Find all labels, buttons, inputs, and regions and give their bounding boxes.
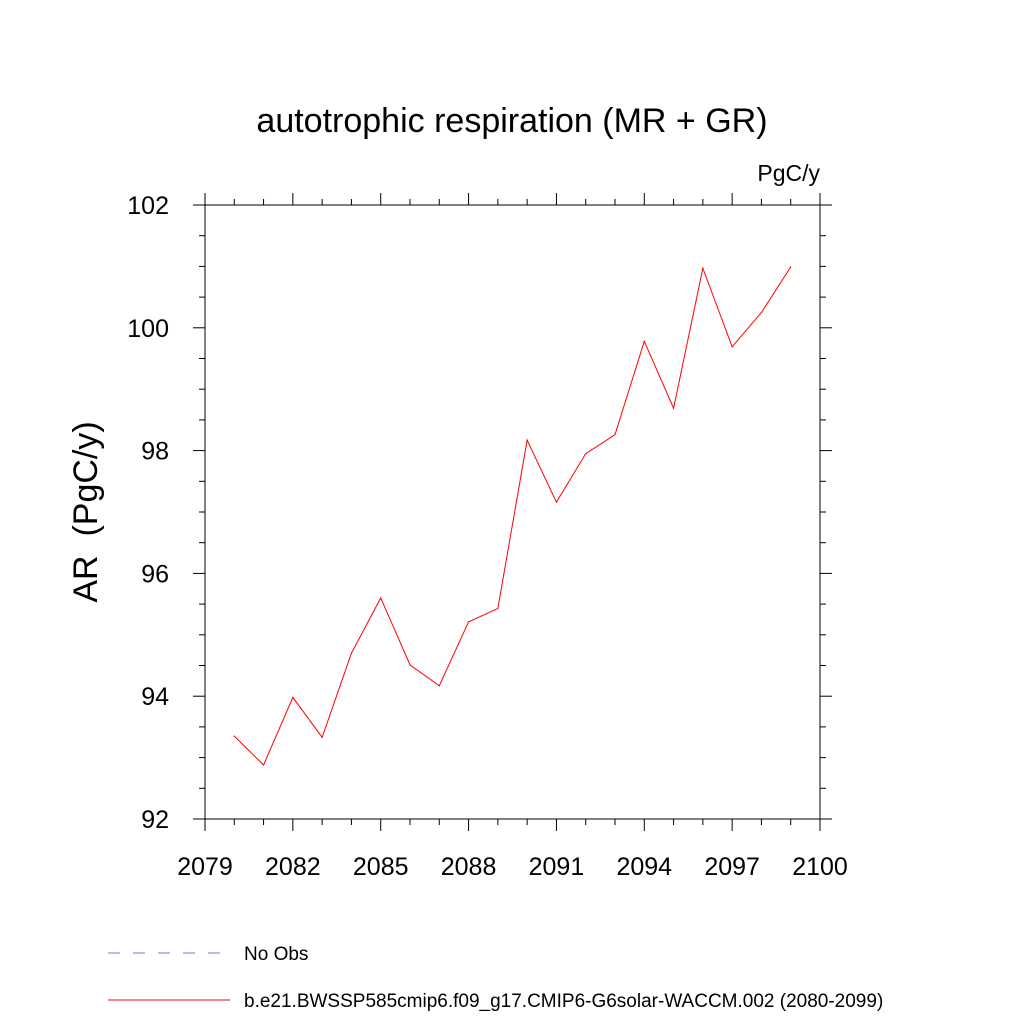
y-tick-labels: 92 94 96 98 100 102 [127, 192, 169, 834]
x-tick-label: 2085 [353, 853, 409, 881]
data-point [760, 311, 763, 314]
data-point [497, 607, 499, 609]
y-tick-label: 102 [127, 192, 169, 220]
data-point [233, 735, 235, 737]
data-point [350, 652, 353, 654]
data-point [672, 407, 675, 409]
x-tick-label: 2097 [704, 853, 760, 881]
y-tick-label: 96 [141, 560, 169, 588]
data-point [380, 597, 382, 599]
data-point [438, 685, 440, 687]
series-layer [233, 266, 792, 766]
data-point [555, 501, 558, 503]
x-tick-label: 2082 [265, 853, 321, 881]
y-tick-label: 98 [141, 438, 169, 466]
x-tick-label: 2091 [529, 853, 585, 881]
data-point [790, 266, 792, 268]
y-tick-label: 100 [127, 315, 169, 343]
chart-title: autotrophic respiration (MR + GR) [256, 102, 767, 140]
data-point [321, 736, 323, 738]
y-tick-label: 94 [141, 683, 169, 711]
x-tick-labels: 2079 2082 2085 2088 2091 2094 2097 2100 [177, 853, 848, 881]
x-tick-label: 2094 [616, 853, 672, 881]
data-point [614, 434, 616, 436]
axis-ticks [193, 193, 832, 831]
legend-label: b.e21.BWSSP585cmip6.f09_g17.CMIP6-G6sola… [244, 991, 883, 1012]
y-axis-label: AR (PgC/y) [67, 421, 105, 602]
units-label: PgC/y [757, 160, 820, 186]
data-point [643, 340, 645, 342]
x-tick-label: 2088 [441, 853, 497, 881]
data-point [702, 267, 704, 269]
series-line [233, 266, 792, 766]
data-point [292, 696, 294, 699]
data-point [526, 439, 528, 441]
x-tick-label: 2079 [177, 853, 233, 881]
data-point [262, 764, 265, 766]
legend: No Obs b.e21.BWSSP585cmip6.f09_g17.CMIP6-… [108, 944, 883, 1012]
data-point [409, 664, 411, 666]
data-point [467, 621, 470, 623]
y-tick-label: 92 [141, 806, 169, 834]
plot-frame [204, 204, 821, 820]
data-point [585, 453, 587, 455]
x-tick-label: 2100 [792, 853, 848, 881]
legend-label: No Obs [244, 944, 308, 965]
data-point [731, 346, 733, 348]
